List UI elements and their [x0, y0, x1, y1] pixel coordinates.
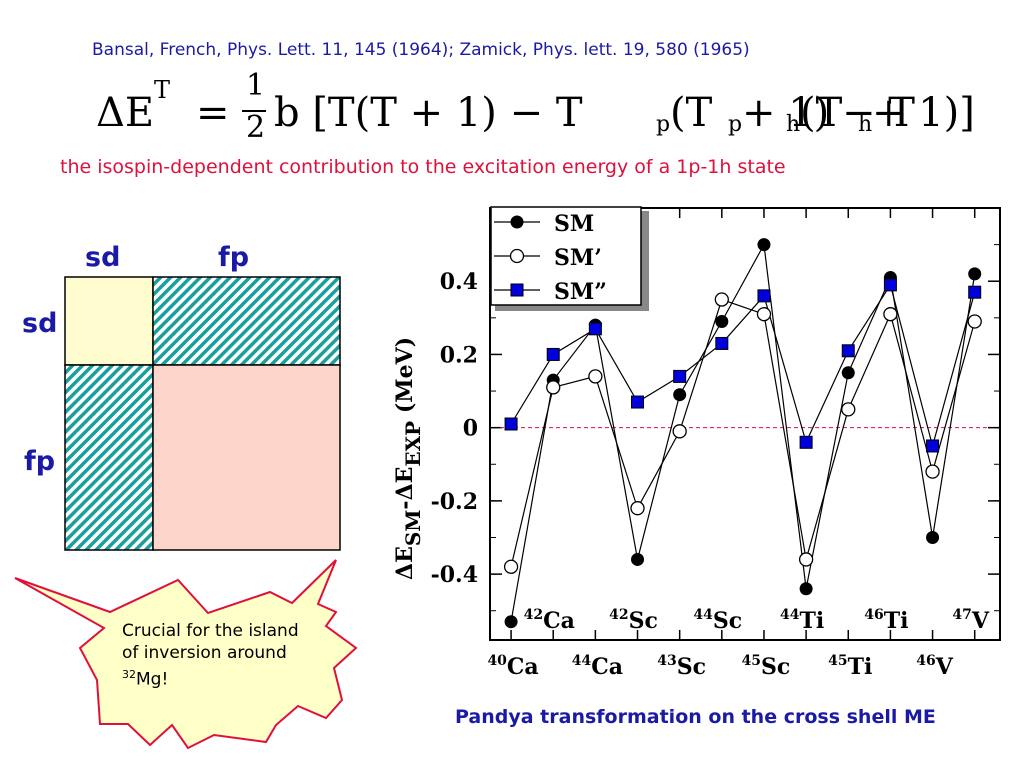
- x-tick-label-3: 45Sc: [742, 653, 791, 680]
- data-point-s0-7: [799, 582, 813, 596]
- data-point-s1-7: [798, 552, 814, 567]
- matrix-row-label-sd: sd: [22, 308, 58, 339]
- series-line-1: [510, 298, 976, 567]
- legend-label-0: SM: [554, 211, 594, 237]
- data-point-s2-1: [546, 347, 560, 361]
- matrix-col-label-sd: sd: [85, 242, 121, 273]
- formula-numerator: 1: [246, 68, 266, 103]
- data-point-s0-3: [631, 552, 645, 566]
- data-point-s1-8: [841, 402, 856, 417]
- formula-sub-h2: h: [858, 112, 873, 137]
- y-tick-label: 0.4: [440, 269, 478, 295]
- data-point-s0-6: [757, 238, 771, 252]
- x-inner-label-2: 44Sc: [693, 607, 742, 634]
- formula-bracket-3: + 1) − T: [742, 90, 915, 136]
- data-point-s2-4: [673, 369, 687, 383]
- callout-element: Mg!: [136, 669, 169, 690]
- x-inner-label-3: 44Ti: [780, 607, 824, 634]
- data-point-s2-6: [757, 289, 771, 303]
- formula-sub-p2: p: [728, 112, 743, 137]
- footer-text: Pandya transformation on the cross shell…: [455, 706, 936, 728]
- formula-fraction-bar: [242, 110, 266, 112]
- formula-sub-h1: h: [786, 112, 801, 137]
- x-tick-label-1: 44Ca: [572, 653, 623, 680]
- matrix-block-sd-fp: [152, 276, 341, 366]
- x-inner-label-1: 42Sc: [609, 607, 658, 634]
- y-tick-label: 0.2: [440, 342, 478, 368]
- y-axis-label: ΔESM-ΔEEXP (MeV): [392, 337, 425, 580]
- data-point-s2-7: [799, 435, 813, 449]
- matrix-block-fp-sd: [64, 364, 154, 551]
- data-point-s1-6: [756, 307, 772, 322]
- x-inner-label-4: 46Ti: [864, 607, 908, 634]
- formula-bracket-1: b [T(T + 1) − T: [274, 90, 583, 136]
- data-point-s0-0: [504, 615, 518, 629]
- data-point-s2-2: [588, 322, 602, 336]
- callout-line-2: of inversion around: [122, 643, 287, 663]
- x-tick-label-5: 46V: [916, 653, 953, 680]
- formula-equals: =: [196, 90, 230, 136]
- formula-bracket-5: + 1)]: [872, 90, 975, 136]
- formula-denominator: 2: [246, 110, 266, 145]
- data-point-s1-1: [546, 380, 561, 395]
- data-point-s2-11: [968, 285, 982, 299]
- x-inner-label-0: 42Ca: [524, 607, 575, 634]
- formula-sub-p1: p: [656, 112, 671, 137]
- data-point-s0-5: [715, 314, 729, 328]
- shell-matrix: [64, 276, 341, 551]
- data-point-s0-4: [673, 388, 687, 402]
- legend-label-1: SM’: [554, 245, 602, 271]
- matrix-block-fp-fp: [152, 364, 341, 551]
- y-tick-label: 0: [463, 416, 478, 442]
- matrix-block-sd-sd: [64, 276, 154, 366]
- isospin-formula: ΔE T = 1 2 b [T(T + 1) − T p (T p + 1) −…: [96, 68, 975, 148]
- matrix-row-label-fp: fp: [24, 446, 56, 477]
- legend-label-2: SM”: [554, 279, 607, 305]
- reference-text: Bansal, French, Phys. Lett. 11, 145 (196…: [92, 40, 750, 60]
- x-inner-label-5: 47V: [952, 607, 989, 634]
- data-point-s2-8: [841, 344, 855, 358]
- series-line-0: [510, 242, 976, 622]
- data-point-s2-10: [926, 439, 940, 453]
- data-point-s2-0: [504, 417, 518, 431]
- y-tick-label: -0.2: [431, 489, 478, 515]
- callout-line-1: Crucial for the island: [122, 621, 299, 641]
- data-point-s1-9: [883, 307, 898, 322]
- x-tick-label-0: 40Ca: [487, 653, 538, 680]
- caption-text: the isospin-dependent contribution to th…: [60, 156, 786, 178]
- callout-text: Crucial for the island of inversion arou…: [122, 620, 362, 691]
- formula-delta-e: ΔE: [96, 90, 155, 136]
- x-tick-label-2: 43Sc: [657, 653, 706, 680]
- plot-frame: [489, 207, 1001, 641]
- data-point-s1-0: [503, 559, 519, 574]
- data-point-s1-10: [925, 464, 940, 479]
- data-point-s1-3: [630, 501, 645, 516]
- data-point-s1-11: [967, 314, 982, 329]
- formula-bracket-2: (T: [670, 90, 713, 136]
- legend-marker-0: [510, 215, 524, 229]
- legend-marker-2: [510, 283, 524, 297]
- data-point-s2-9: [883, 278, 897, 292]
- data-point-s1-5: [714, 292, 729, 307]
- data-point-s0-8: [841, 366, 855, 380]
- formula-bracket-4: (T: [800, 90, 843, 136]
- legend-marker-1: [509, 248, 525, 264]
- data-point-s1-2: [588, 369, 603, 384]
- data-point-s2-5: [715, 336, 729, 350]
- series-line-2: [510, 283, 976, 449]
- data-point-s0-10: [926, 530, 940, 544]
- callout-mass-number: 32: [122, 668, 136, 681]
- x-tick-label-4: 45Ti: [828, 653, 872, 680]
- matrix-col-label-fp: fp: [218, 242, 250, 273]
- starburst-callout: [14, 559, 358, 750]
- y-tick-label: -0.4: [431, 562, 478, 588]
- formula-sup-t: T: [154, 76, 171, 104]
- data-point-s2-3: [631, 395, 645, 409]
- data-point-s1-4: [672, 424, 687, 439]
- data-point-s0-11: [968, 267, 982, 281]
